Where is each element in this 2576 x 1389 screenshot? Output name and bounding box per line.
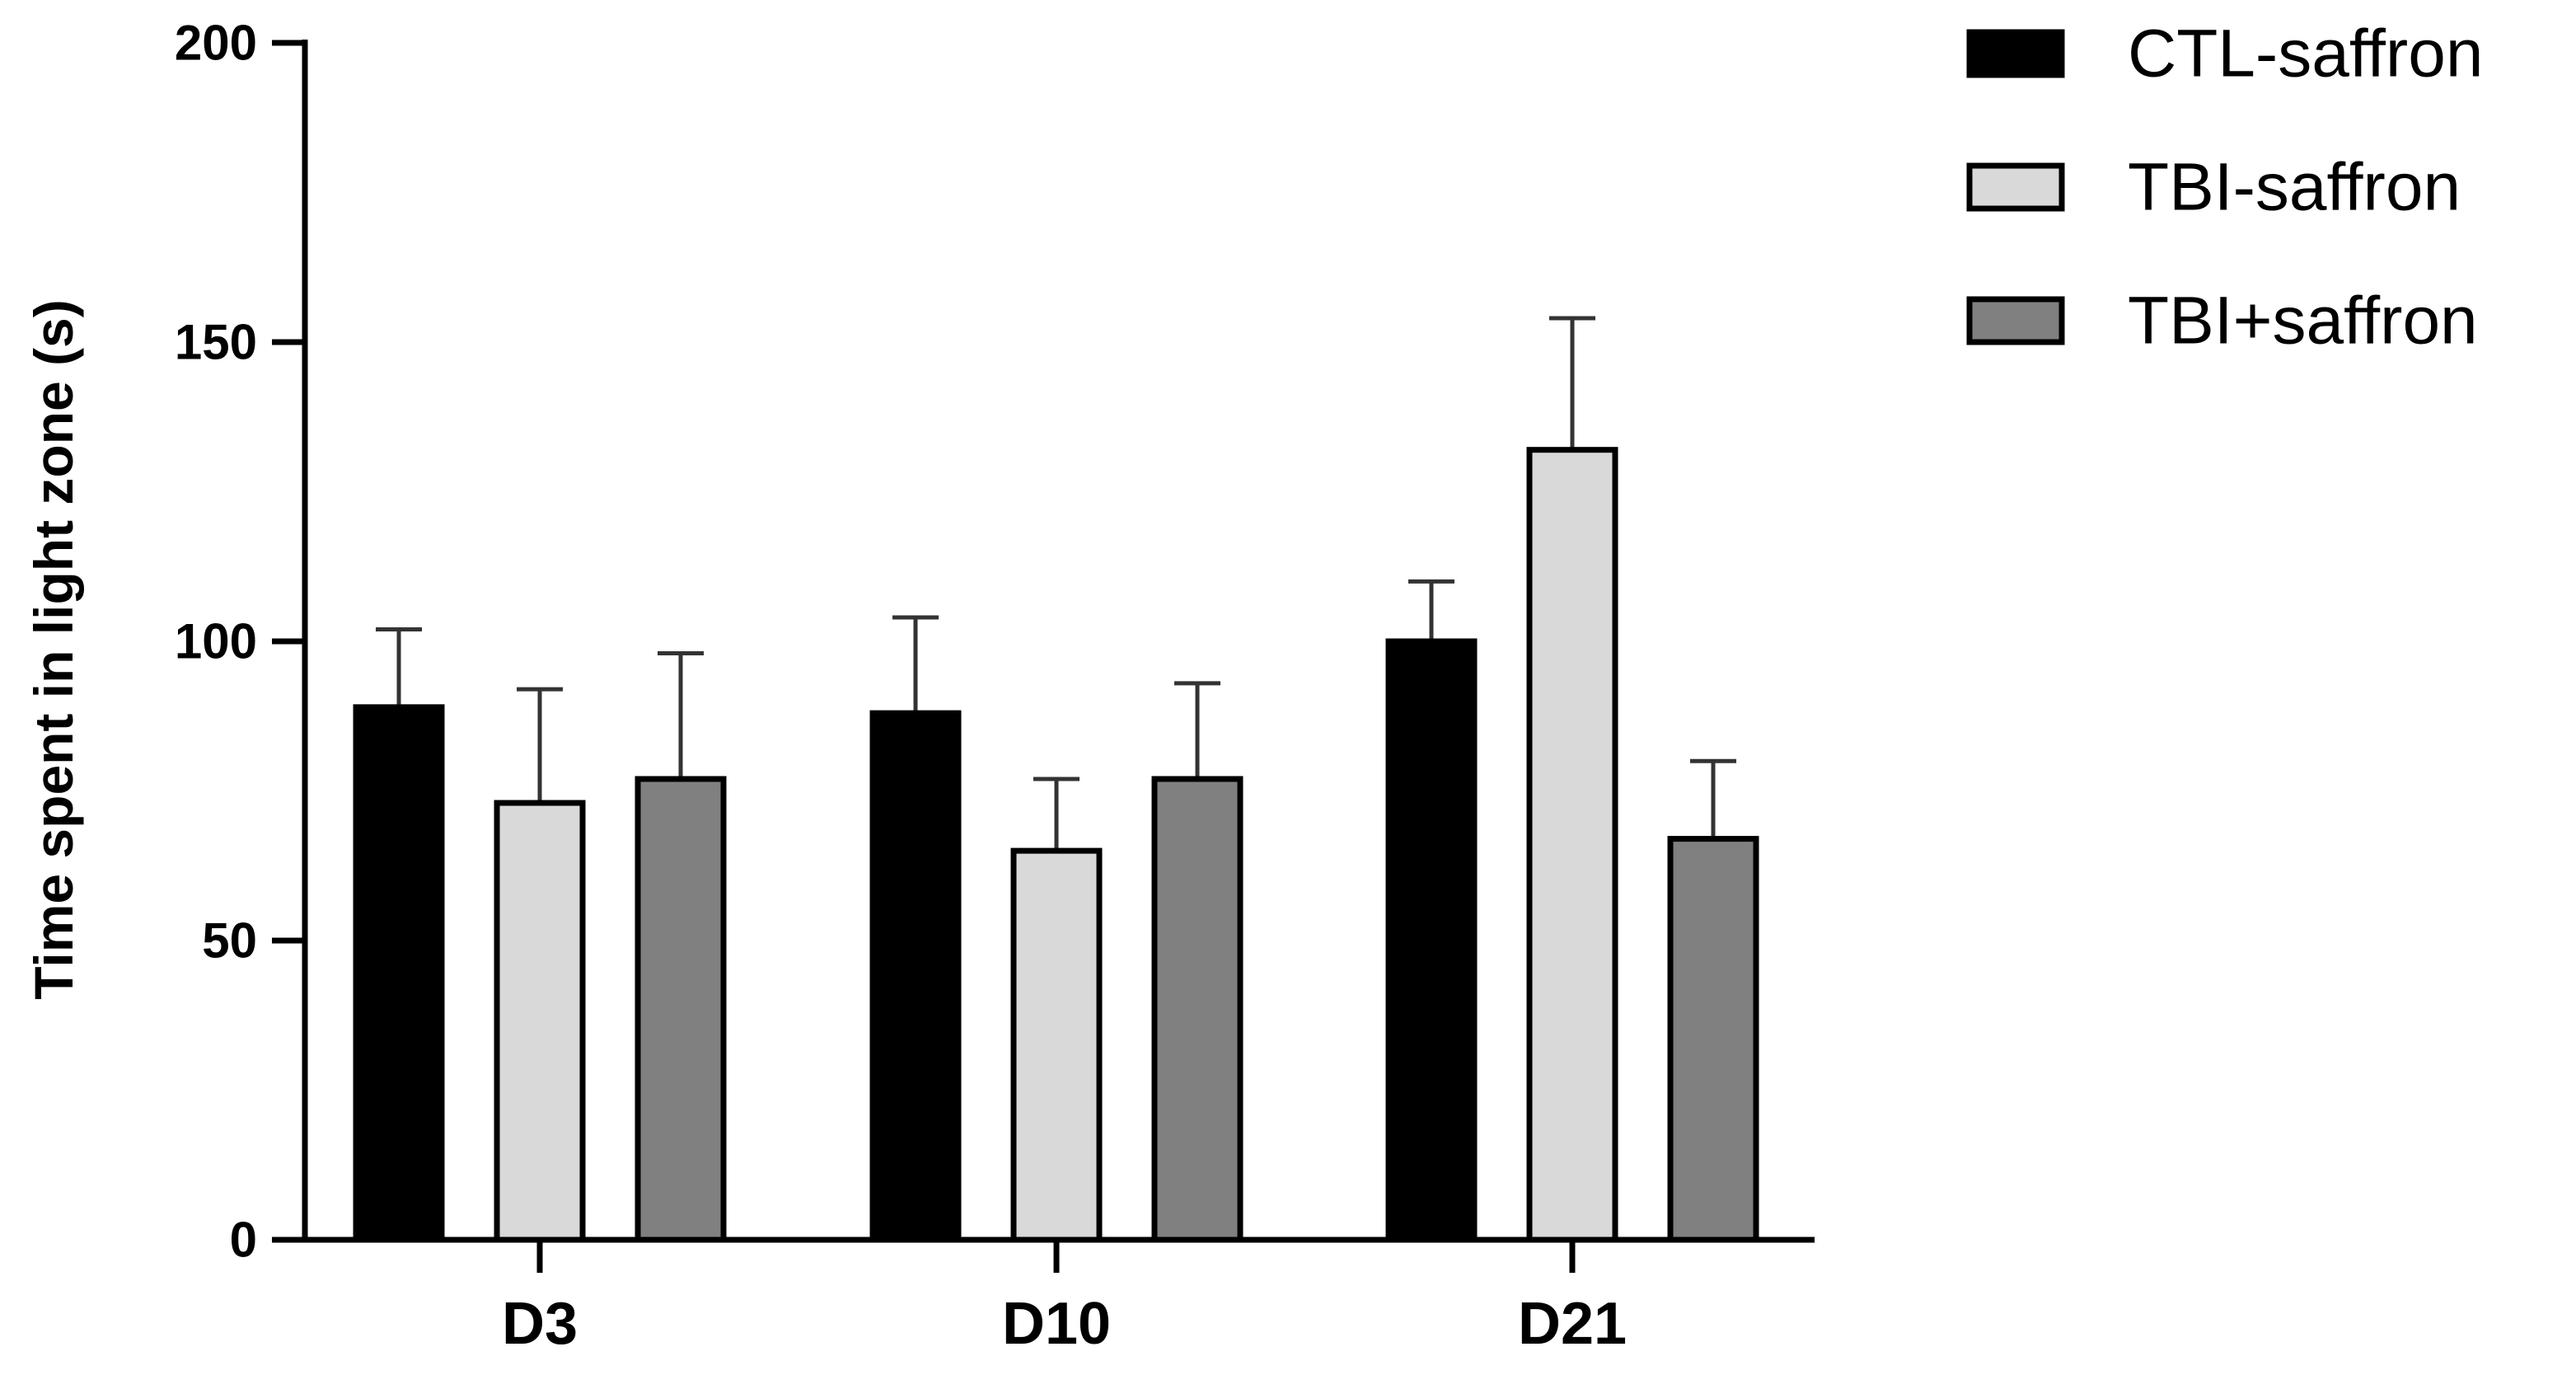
y-axis-title: Time spent in light zone (s): [23, 299, 84, 1000]
y-tick-label: 0: [230, 1213, 257, 1268]
x-tick-label: D10: [1002, 1291, 1111, 1357]
bar: [353, 704, 445, 1243]
legend-swatch: [1966, 162, 2065, 212]
legend: CTL-saffron TBI-saffron TBI+saffron: [1966, 16, 2483, 359]
bar: [1667, 836, 1759, 1243]
legend-label: TBI-saffron: [2128, 150, 2461, 225]
x-tick-label: D3: [502, 1291, 578, 1357]
y-tick-label: 200: [175, 16, 257, 71]
legend-label: TBI+saffron: [2128, 284, 2478, 359]
bar: [869, 710, 962, 1243]
bar: [1010, 847, 1103, 1243]
legend-swatch: [1966, 29, 2065, 78]
bar: [1526, 447, 1618, 1243]
plot-area: 0 50 100 150 200 D3 D10 D21 Time spent in light …: [23, 16, 1815, 1357]
bar: [494, 800, 586, 1243]
y-tick-label: 150: [175, 315, 257, 370]
y-tick-label: 100: [175, 614, 257, 669]
x-tick-label: D21: [1518, 1291, 1627, 1357]
y-tick-label: 50: [202, 913, 257, 969]
bar: [1385, 638, 1478, 1243]
bar: [635, 776, 727, 1243]
bar: [1151, 776, 1244, 1243]
legend-swatch: [1966, 296, 2065, 345]
legend-label: CTL-saffron: [2128, 16, 2483, 92]
